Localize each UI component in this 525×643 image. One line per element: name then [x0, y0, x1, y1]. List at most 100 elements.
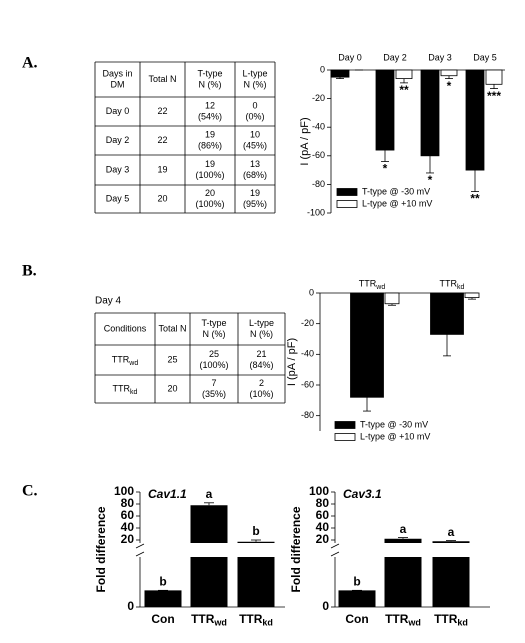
y-tick-label: -80 [312, 179, 325, 189]
significance-label: *** [487, 89, 501, 103]
y-axis-label: Fold difference [94, 506, 108, 592]
table-cell: Day 0 [106, 106, 130, 116]
table-cell-sub: kd [130, 389, 138, 396]
table-cell: 20 [205, 188, 215, 198]
y-tick-label: -20 [312, 93, 325, 103]
table-cell: (54%) [198, 111, 222, 121]
y-tick-label: -60 [312, 150, 325, 160]
table-cell: 13 [250, 159, 260, 169]
bar [430, 292, 464, 335]
group-letter: b [353, 575, 360, 589]
bar [350, 292, 384, 398]
x-tick-label: Day 2 [383, 52, 407, 62]
y-tick-label: 80 [316, 496, 330, 510]
significance-label: * [428, 173, 433, 187]
table-cell: T-type [201, 318, 226, 328]
panel-label: B. [22, 263, 37, 280]
y-tick-label: 60 [121, 508, 135, 522]
legend-label: L-type @ +10 mV [362, 198, 432, 208]
bar [420, 69, 440, 157]
group-letter: a [400, 522, 407, 536]
table-cell: 22 [157, 106, 167, 116]
bar [375, 69, 395, 151]
x-tick-label-sub: wd [407, 617, 421, 627]
table-cell: (0%) [245, 111, 264, 121]
bar [190, 505, 228, 607]
bar [464, 292, 480, 298]
x-tick-label: TTR [434, 612, 458, 626]
chart-title: Cav1.1 [148, 487, 187, 501]
table-cell: 22 [157, 135, 167, 145]
table-cell: 19 [205, 129, 215, 139]
y-tick-label: 40 [316, 520, 330, 534]
x-tick-label: Day 3 [428, 52, 452, 62]
bar [384, 538, 422, 607]
y-tick-label: -100 [307, 207, 325, 217]
y-tick-label: -60 [301, 379, 314, 389]
table-cell: Days in [102, 68, 132, 78]
y-tick-label: -80 [301, 410, 314, 420]
x-tick-label-sub: kd [457, 284, 465, 291]
significance-label: * [447, 79, 452, 93]
bar [395, 69, 413, 79]
table-cell: 10 [250, 129, 260, 139]
x-tick-label: TTR [191, 612, 215, 626]
table-cell: L-type [242, 68, 267, 78]
y-tick-label: 60 [316, 508, 330, 522]
table-cell: T-type [197, 68, 222, 78]
y-tick-label: 0 [309, 287, 314, 297]
table-cell: 0 [252, 100, 257, 110]
x-tick-label-sub: wd [213, 617, 227, 627]
table-cell: Total N [148, 74, 176, 84]
table-cell: N (%) [244, 79, 267, 89]
significance-label: * [383, 162, 388, 176]
y-tick-label: -40 [301, 349, 314, 359]
y-tick-label: -40 [312, 122, 325, 132]
axis-break [135, 543, 145, 549]
table-cell: 7 [211, 378, 216, 388]
table-cell: (10%) [249, 389, 273, 399]
panel-label: A. [22, 55, 38, 72]
table-cell: (86%) [198, 140, 222, 150]
legend-label: T-type @ -30 mV [362, 186, 430, 196]
x-tick-label: Day 0 [338, 52, 362, 62]
bar [485, 69, 503, 85]
bar [338, 590, 376, 607]
y-tick-label: 20 [121, 532, 135, 546]
x-tick-label: Con [151, 612, 174, 626]
table-cell: (100%) [195, 170, 224, 180]
legend-label: L-type @ +10 mV [360, 431, 430, 441]
significance-label: ** [399, 83, 409, 97]
table-cell: L-type [249, 318, 274, 328]
y-tick-label: 0 [127, 599, 134, 613]
bar [330, 69, 350, 78]
table-cell: N (%) [199, 79, 222, 89]
axis-break [330, 543, 340, 549]
table-cell: (84%) [249, 360, 273, 370]
legend-swatch [334, 433, 356, 441]
table-cell: 19 [157, 164, 167, 174]
x-tick-label-sub: kd [262, 617, 273, 627]
table-cell: (100%) [195, 199, 224, 209]
panel-label: C. [22, 483, 38, 500]
chart-title: Cav3.1 [343, 487, 382, 501]
y-tick-label: 20 [316, 532, 330, 546]
table-cell: Conditions [104, 323, 147, 333]
table-caption: Day 4 [95, 296, 122, 307]
table-cell: (35%) [202, 389, 226, 399]
group-letter: b [159, 575, 166, 589]
group-letter: b [252, 524, 259, 538]
x-tick-label: TTR [359, 278, 377, 288]
y-axis-label: Fold difference [289, 506, 303, 592]
y-tick-label: 0 [320, 64, 325, 74]
bar [440, 69, 458, 77]
y-tick-label: 100 [309, 484, 329, 498]
table-cell: (68%) [243, 170, 267, 180]
x-tick-label: TTR [385, 612, 409, 626]
table-cell: TTR [112, 354, 130, 364]
table-cell: Total N [158, 323, 186, 333]
table-cell: N (%) [203, 329, 226, 339]
x-tick-label: Day 5 [473, 52, 497, 62]
table-cell: 20 [167, 383, 177, 393]
